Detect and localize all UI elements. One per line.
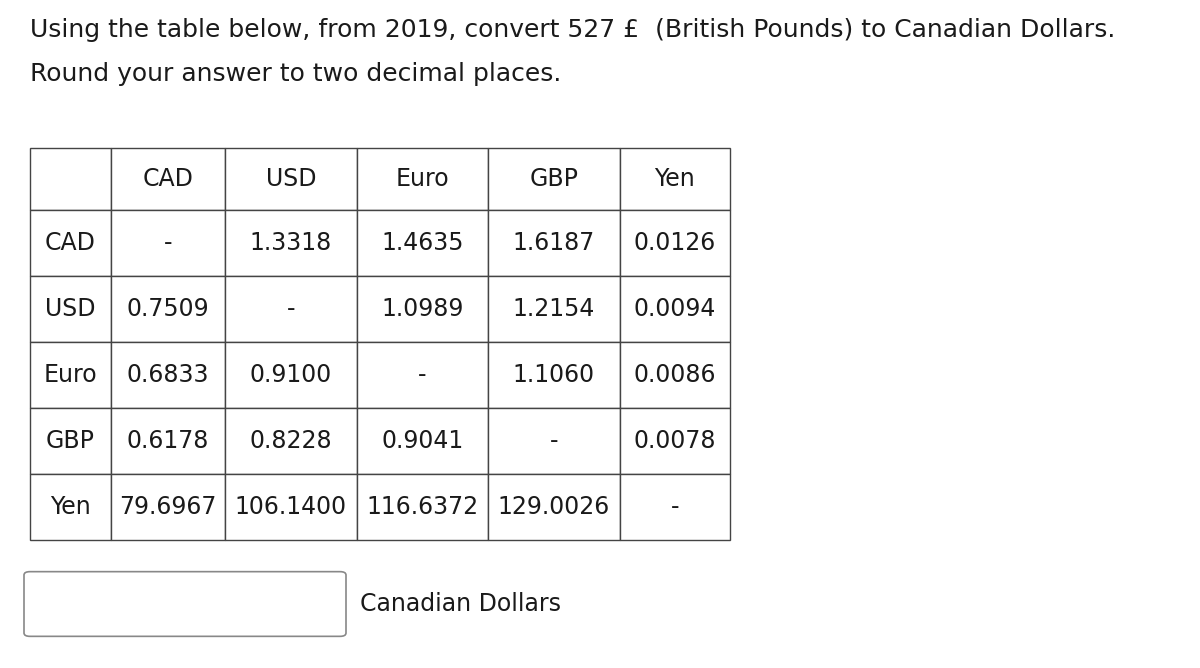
Text: 116.6372: 116.6372 [366,495,479,519]
Text: Euro: Euro [396,167,449,191]
Text: -: - [671,495,679,519]
Text: USD: USD [265,167,316,191]
Text: -: - [550,429,558,453]
Text: 0.0094: 0.0094 [634,297,716,321]
Text: Yen: Yen [50,495,91,519]
Text: 106.1400: 106.1400 [235,495,347,519]
Text: -: - [287,297,295,321]
Text: 0.0126: 0.0126 [634,230,716,255]
Text: 0.8228: 0.8228 [250,429,332,453]
Text: Euro: Euro [43,363,97,387]
Text: 1.6187: 1.6187 [512,230,595,255]
Text: 0.6833: 0.6833 [127,363,209,387]
Text: 1.0989: 1.0989 [382,297,463,321]
Text: Canadian Dollars: Canadian Dollars [360,592,562,616]
Text: USD: USD [46,297,96,321]
Text: Using the table below, from 2019, convert 527 £  (British Pounds) to Canadian Do: Using the table below, from 2019, conver… [30,18,1115,42]
Text: Yen: Yen [654,167,695,191]
Text: 1.2154: 1.2154 [512,297,595,321]
Text: 1.1060: 1.1060 [512,363,595,387]
Text: 0.7509: 0.7509 [126,297,209,321]
Text: 1.3318: 1.3318 [250,230,332,255]
Text: CAD: CAD [44,230,96,255]
Text: -: - [418,363,427,387]
Text: Round your answer to two decimal places.: Round your answer to two decimal places. [30,62,562,86]
Text: GBP: GBP [46,429,95,453]
Text: GBP: GBP [529,167,578,191]
Text: 0.0078: 0.0078 [634,429,716,453]
Text: 129.0026: 129.0026 [498,495,610,519]
Text: 0.6178: 0.6178 [127,429,209,453]
Text: -: - [163,230,172,255]
Text: 1.4635: 1.4635 [382,230,463,255]
Text: 0.9041: 0.9041 [382,429,463,453]
Text: 0.0086: 0.0086 [634,363,716,387]
Text: 0.9100: 0.9100 [250,363,332,387]
Text: 79.6967: 79.6967 [119,495,216,519]
Text: CAD: CAD [143,167,193,191]
